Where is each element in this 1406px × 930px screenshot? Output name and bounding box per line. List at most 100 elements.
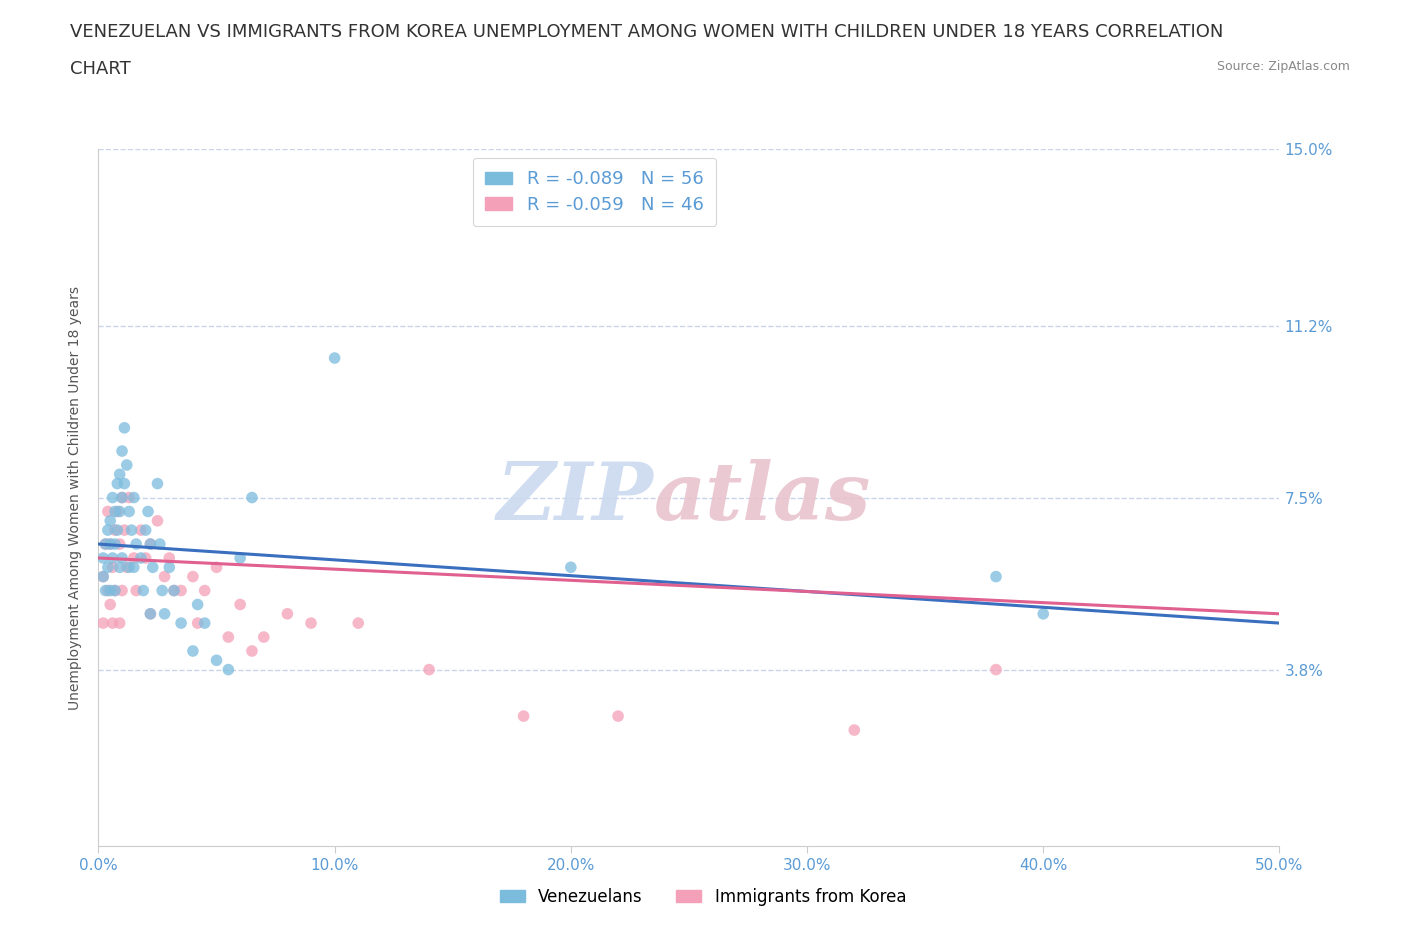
Point	[104, 504, 127, 519]
Point	[205, 653, 228, 668]
Point	[98, 513, 121, 528]
Point	[111, 444, 134, 458]
Text: VENEZUELAN VS IMMIGRANTS FROM KOREA UNEMPLOYMENT AMONG WOMEN WITH CHILDREN UNDER: VENEZUELAN VS IMMIGRANTS FROM KOREA UNEM…	[70, 23, 1223, 41]
Point	[139, 537, 162, 551]
Point	[94, 537, 117, 551]
Point	[97, 504, 120, 519]
Text: atlas: atlas	[654, 458, 870, 537]
Point	[181, 644, 204, 658]
Point	[111, 490, 134, 505]
Legend: R = -0.089   N = 56, R = -0.059   N = 46: R = -0.089 N = 56, R = -0.059 N = 46	[472, 158, 716, 226]
Point	[108, 467, 131, 482]
Point	[108, 616, 131, 631]
Point	[560, 560, 582, 575]
Point	[194, 616, 217, 631]
Point	[146, 513, 169, 528]
Point	[108, 504, 131, 519]
Point	[104, 583, 127, 598]
Point	[122, 560, 145, 575]
Point	[91, 551, 114, 565]
Point	[129, 523, 152, 538]
Point	[97, 583, 120, 598]
Point	[115, 560, 138, 575]
Point	[104, 523, 127, 538]
Point	[122, 490, 145, 505]
Point	[146, 476, 169, 491]
Point	[276, 606, 298, 621]
Text: CHART: CHART	[70, 60, 131, 78]
Point	[108, 560, 131, 575]
Point	[101, 560, 124, 575]
Point	[112, 523, 135, 538]
Point	[163, 583, 186, 598]
Point	[149, 537, 172, 551]
Legend: Venezuelans, Immigrants from Korea: Venezuelans, Immigrants from Korea	[494, 881, 912, 912]
Point	[512, 709, 534, 724]
Point	[118, 560, 141, 575]
Point	[122, 551, 145, 565]
Point	[101, 616, 124, 631]
Point	[139, 606, 162, 621]
Point	[157, 560, 180, 575]
Point	[91, 569, 114, 584]
Point	[187, 616, 209, 631]
Point	[984, 662, 1007, 677]
Point	[94, 583, 117, 598]
Point	[607, 709, 630, 724]
Point	[157, 551, 180, 565]
Point	[135, 523, 157, 538]
Point	[115, 458, 138, 472]
Point	[108, 537, 131, 551]
Point	[1032, 606, 1054, 621]
Point	[104, 583, 127, 598]
Point	[105, 504, 128, 519]
Point	[105, 523, 128, 538]
Point	[229, 597, 252, 612]
Point	[98, 537, 121, 551]
Y-axis label: Unemployment Among Women with Children Under 18 years: Unemployment Among Women with Children U…	[69, 286, 83, 710]
Point	[253, 630, 276, 644]
Point	[91, 616, 114, 631]
Point	[111, 583, 134, 598]
Point	[104, 537, 127, 551]
Point	[170, 583, 193, 598]
Point	[105, 476, 128, 491]
Point	[347, 616, 370, 631]
Point	[142, 560, 165, 575]
Point	[112, 476, 135, 491]
Point	[170, 616, 193, 631]
Point	[229, 551, 252, 565]
Point	[94, 537, 117, 551]
Text: ZIP: ZIP	[496, 458, 654, 537]
Point	[240, 644, 263, 658]
Point	[135, 551, 157, 565]
Point	[118, 504, 141, 519]
Point	[194, 583, 217, 598]
Point	[163, 583, 186, 598]
Point	[984, 569, 1007, 584]
Point	[187, 597, 209, 612]
Point	[844, 723, 866, 737]
Point	[153, 606, 176, 621]
Point	[205, 560, 228, 575]
Point	[118, 490, 141, 505]
Point	[111, 551, 134, 565]
Point	[418, 662, 440, 677]
Point	[240, 490, 263, 505]
Point	[129, 551, 152, 565]
Point	[139, 537, 162, 551]
Point	[98, 597, 121, 612]
Point	[136, 504, 159, 519]
Point	[112, 420, 135, 435]
Point	[97, 560, 120, 575]
Point	[323, 351, 346, 365]
Point	[217, 630, 239, 644]
Point	[217, 662, 239, 677]
Point	[299, 616, 322, 631]
Point	[125, 583, 148, 598]
Point	[125, 537, 148, 551]
Text: Source: ZipAtlas.com: Source: ZipAtlas.com	[1216, 60, 1350, 73]
Point	[121, 523, 143, 538]
Point	[98, 537, 121, 551]
Point	[111, 490, 134, 505]
